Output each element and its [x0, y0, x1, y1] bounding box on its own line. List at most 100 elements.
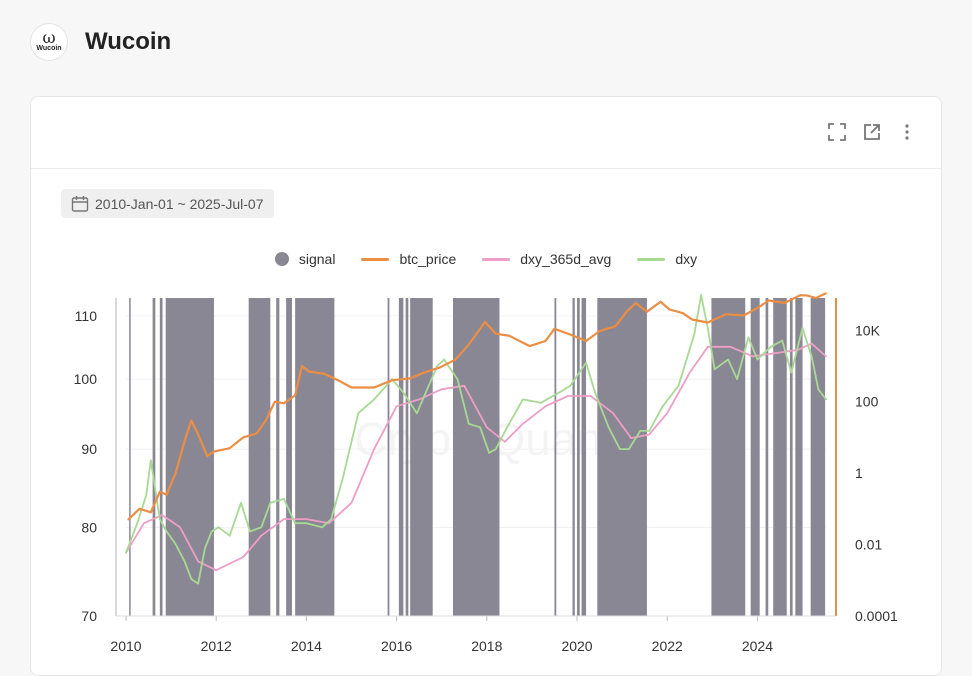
signal-series — [129, 298, 826, 616]
data-point-dxy-365d-avg — [648, 433, 651, 436]
left-tick-label: 110 — [75, 308, 98, 324]
data-point-dxy — [558, 391, 560, 394]
data-point-btc-price — [149, 511, 152, 514]
data-point-dxy — [210, 530, 213, 533]
data-point-btc-price — [806, 294, 808, 297]
data-point-dxy-365d-avg — [143, 522, 145, 525]
data-point-btc-price — [571, 334, 574, 337]
data-point-btc-price — [183, 439, 186, 442]
data-point-dxy-365d-avg — [522, 422, 524, 425]
data-point-btc-price — [213, 450, 215, 453]
more-options-button[interactable] — [896, 121, 918, 143]
data-point-btc-price — [825, 292, 827, 295]
data-point-dxy — [436, 365, 439, 367]
data-point-dxy — [197, 582, 200, 585]
data-point-dxy — [594, 391, 596, 394]
data-point-dxy — [488, 451, 490, 454]
data-point-dxy — [585, 361, 587, 364]
data-point-btc-price — [438, 366, 441, 369]
data-point-dxy — [228, 534, 231, 537]
x-tick-label: 2022 — [652, 638, 683, 654]
data-point-dxy-365d-avg — [242, 556, 245, 558]
data-point-dxy — [639, 430, 642, 432]
data-point-btc-price — [190, 419, 193, 422]
data-point-btc-price — [668, 308, 671, 311]
data-point-dxy — [294, 522, 297, 525]
data-point-btc-price — [373, 386, 375, 389]
signal-band — [765, 298, 769, 616]
data-point-dxy-365d-avg — [666, 412, 669, 415]
x-tick-label: 2018 — [471, 638, 502, 654]
data-point-btc-price — [724, 313, 727, 316]
data-point-dxy — [736, 378, 739, 381]
right-tick-label: 0.01 — [855, 537, 882, 553]
data-point-dxy-365d-avg — [161, 514, 163, 516]
fullscreen-button[interactable] — [826, 121, 848, 143]
data-point-dxy-365d-avg — [630, 437, 633, 440]
chart-legend: signal btc_price dxy_365d_avg dxy — [31, 247, 941, 271]
data-point-btc-price — [756, 307, 759, 309]
legend-dxy-marker — [637, 257, 666, 261]
legend-item-signal[interactable]: signal — [274, 251, 336, 267]
data-point-dxy — [402, 391, 405, 394]
calendar-icon — [71, 195, 89, 212]
legend-item-dxy-365d-avg[interactable]: dxy_365d_avg — [482, 251, 611, 267]
data-point-dxy — [770, 345, 772, 348]
data-point-dxy-365d-avg — [179, 526, 182, 529]
data-point-dxy-365d-avg — [373, 448, 375, 451]
data-point-btc-price — [528, 345, 531, 348]
data-point-dxy — [467, 422, 470, 425]
date-range-picker[interactable]: 2010-Jan-01 ~ 2025-Jul-07 — [61, 189, 274, 218]
signal-band — [795, 298, 803, 616]
more-vertical-icon — [905, 124, 909, 140]
data-point-dxy-365d-avg — [215, 569, 218, 572]
signal-band — [572, 298, 575, 616]
signal-band — [276, 298, 280, 616]
legend-item-btc-price[interactable]: btc_price — [361, 251, 456, 267]
signal-band — [405, 298, 409, 616]
signal-band — [248, 298, 271, 616]
data-point-dxy-365d-avg — [729, 345, 732, 348]
data-point-dxy — [149, 459, 152, 462]
data-point-dxy — [700, 294, 702, 296]
legend-dxy-365d-avg-label: dxy_365d_avg — [520, 251, 612, 267]
data-point-btc-price — [767, 299, 770, 302]
data-point-btc-price — [197, 433, 200, 436]
signal-band — [159, 298, 163, 616]
data-point-dxy — [321, 526, 324, 529]
right-tick-label: 100 — [855, 394, 879, 410]
right-tick-label: 10K — [855, 322, 881, 338]
legend-signal-label: signal — [298, 251, 336, 267]
data-point-btc-price — [614, 325, 617, 328]
data-point-dxy — [174, 543, 177, 546]
data-point-btc-price — [544, 340, 547, 342]
data-point-btc-price — [508, 334, 511, 337]
data-point-btc-price — [494, 332, 497, 335]
fullscreen-icon — [828, 123, 846, 141]
x-tick-label: 2014 — [291, 638, 322, 654]
signal-band — [452, 298, 500, 616]
data-point-btc-price — [294, 394, 297, 397]
signal-band — [789, 298, 793, 616]
open-external-button[interactable] — [861, 121, 883, 143]
data-point-dxy-365d-avg — [350, 501, 353, 504]
data-point-dxy — [479, 426, 481, 429]
legend-item-dxy[interactable]: dxy — [637, 251, 697, 267]
data-point-dxy — [136, 522, 139, 525]
legend-btc-price-marker — [361, 257, 390, 261]
data-point-dxy-365d-avg — [440, 388, 443, 391]
x-tick-label: 2020 — [561, 638, 592, 654]
x-tick-label: 2010 — [110, 638, 141, 654]
data-point-btc-price — [553, 327, 556, 330]
data-point-dxy — [756, 358, 759, 361]
x-tick-label: 2016 — [381, 638, 412, 654]
wucoin-logo[interactable]: ω Wucoin — [30, 23, 68, 61]
data-point-dxy — [240, 501, 242, 504]
chart-plot[interactable]: CryptoQuant 7080901001100.00010.01110010… — [0, 0, 972, 656]
data-point-btc-price — [743, 314, 745, 317]
data-point-dxy — [817, 388, 820, 391]
data-point-dxy — [341, 478, 344, 481]
data-point-dxy — [618, 448, 621, 451]
data-point-dxy — [282, 497, 285, 500]
data-point-dxy-365d-avg — [485, 426, 488, 429]
